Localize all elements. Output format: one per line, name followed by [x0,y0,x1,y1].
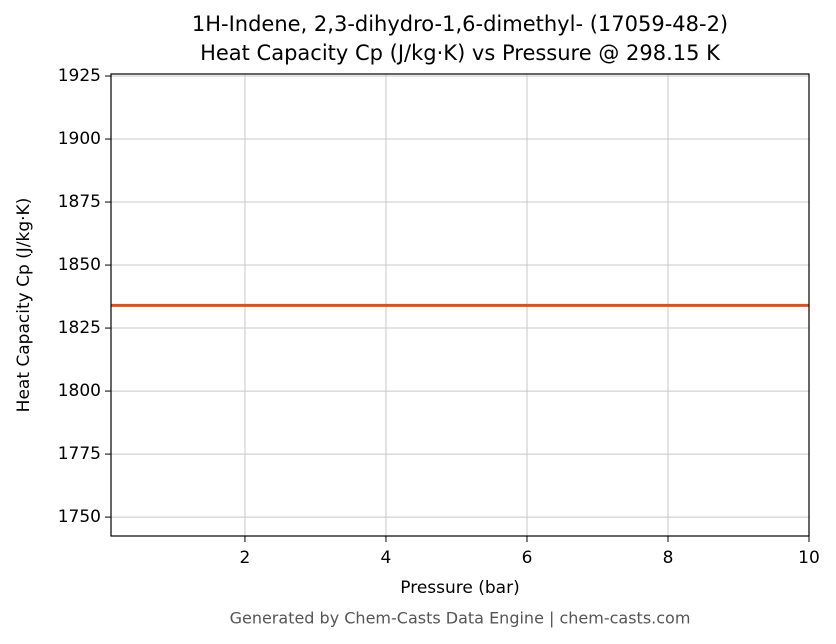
x-tick-label: 4 [381,548,392,568]
y-tick-label: 1825 [58,318,101,338]
y-tick-label: 1925 [58,66,101,86]
y-tick-label: 1875 [58,192,101,212]
x-tick-label: 8 [663,548,674,568]
y-tick-label: 1900 [58,129,101,149]
plot-frame [110,73,810,537]
y-tick-label: 1750 [58,507,101,527]
footer: Generated by Chem-Casts Data Engine | ch… [230,609,691,628]
x-tick-label: 2 [240,548,251,568]
y-axis-label: Heat Capacity Cp (J/kg·K) [14,198,34,413]
x-axis-label: Pressure (bar) [400,578,519,598]
y-tick-label: 1850 [58,255,101,275]
x-tick-label: 10 [798,548,820,568]
y-tick-label: 1800 [58,381,101,401]
chart-title: 1H-Indene, 2,3-dihydro-1,6-dimethyl- (17… [192,12,728,36]
x-tick-label: 6 [522,548,533,568]
y-tick-label: 1775 [58,444,101,464]
chart-subtitle: Heat Capacity Cp (J/kg·K) vs Pressure @ … [200,41,721,65]
